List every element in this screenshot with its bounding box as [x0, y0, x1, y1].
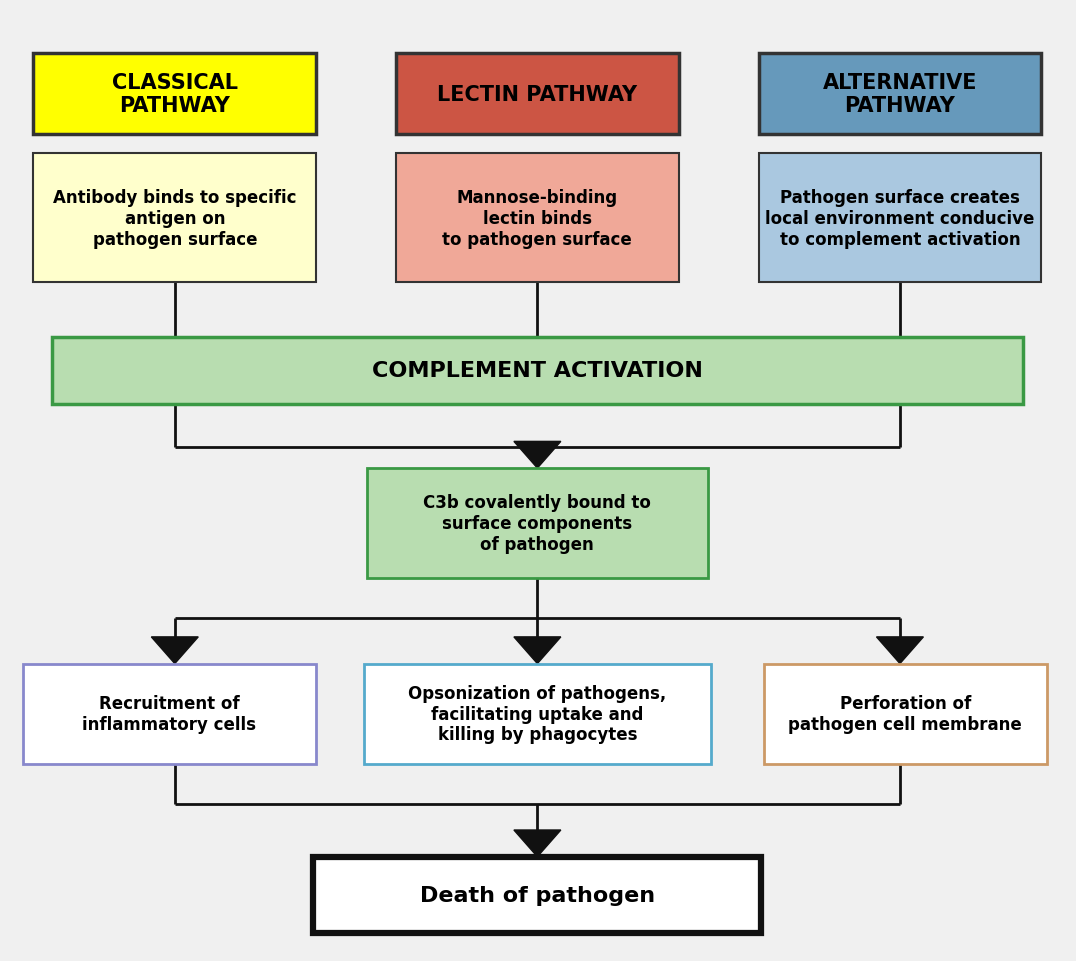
Polygon shape [152, 637, 198, 664]
Text: Recruitment of
inflammatory cells: Recruitment of inflammatory cells [83, 695, 256, 733]
FancyBboxPatch shape [52, 337, 1022, 405]
FancyBboxPatch shape [396, 54, 679, 136]
FancyBboxPatch shape [759, 54, 1042, 136]
FancyBboxPatch shape [367, 469, 708, 579]
Text: Pathogen surface creates
local environment conducive
to complement activation: Pathogen surface creates local environme… [765, 188, 1035, 248]
FancyBboxPatch shape [396, 154, 679, 283]
FancyBboxPatch shape [33, 154, 316, 283]
FancyBboxPatch shape [23, 664, 316, 764]
Text: Opsonization of pathogens,
facilitating uptake and
killing by phagocytes: Opsonization of pathogens, facilitating … [408, 684, 666, 744]
Text: LECTIN PATHWAY: LECTIN PATHWAY [437, 85, 637, 105]
Text: Mannose-binding
lectin binds
to pathogen surface: Mannose-binding lectin binds to pathogen… [442, 188, 633, 248]
Text: ALTERNATIVE
PATHWAY: ALTERNATIVE PATHWAY [823, 73, 977, 116]
FancyBboxPatch shape [33, 54, 316, 136]
Text: COMPLEMENT ACTIVATION: COMPLEMENT ACTIVATION [372, 361, 703, 381]
FancyBboxPatch shape [764, 664, 1047, 764]
FancyBboxPatch shape [313, 857, 762, 933]
FancyBboxPatch shape [364, 664, 710, 764]
Text: CLASSICAL
PATHWAY: CLASSICAL PATHWAY [112, 73, 238, 116]
Polygon shape [514, 637, 561, 664]
Text: Perforation of
pathogen cell membrane: Perforation of pathogen cell membrane [789, 695, 1022, 733]
FancyBboxPatch shape [759, 154, 1042, 283]
Polygon shape [877, 637, 923, 664]
Polygon shape [514, 830, 561, 857]
Text: Antibody binds to specific
antigen on
pathogen surface: Antibody binds to specific antigen on pa… [53, 188, 297, 248]
Text: Death of pathogen: Death of pathogen [420, 885, 655, 905]
Polygon shape [514, 442, 561, 469]
Text: C3b covalently bound to
surface components
of pathogen: C3b covalently bound to surface componen… [424, 494, 651, 554]
